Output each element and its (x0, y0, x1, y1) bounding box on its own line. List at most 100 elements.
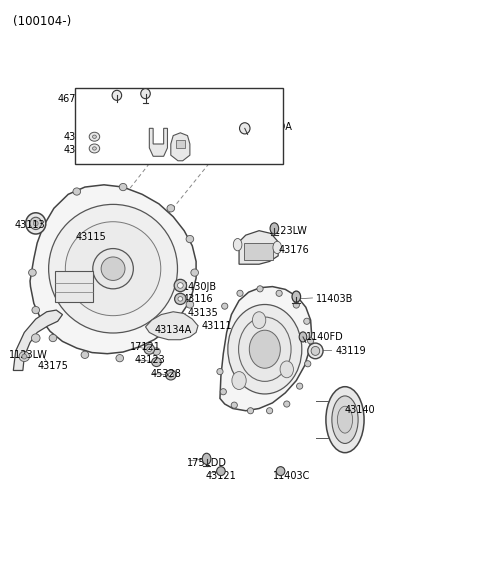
Ellipse shape (247, 407, 253, 414)
Ellipse shape (81, 351, 89, 359)
Ellipse shape (19, 351, 30, 361)
Text: 1430JB: 1430JB (183, 282, 217, 292)
Text: 43175: 43175 (37, 361, 68, 371)
Ellipse shape (174, 329, 182, 336)
Ellipse shape (34, 221, 38, 226)
Ellipse shape (308, 343, 323, 359)
Ellipse shape (119, 183, 127, 191)
Ellipse shape (191, 269, 199, 277)
Ellipse shape (65, 222, 161, 316)
Ellipse shape (233, 238, 242, 251)
FancyBboxPatch shape (75, 88, 283, 164)
Ellipse shape (202, 453, 211, 464)
Ellipse shape (305, 361, 311, 367)
Text: 45328: 45328 (150, 369, 181, 379)
Ellipse shape (152, 357, 161, 366)
Ellipse shape (93, 147, 96, 150)
Ellipse shape (270, 223, 279, 234)
FancyBboxPatch shape (244, 243, 274, 260)
Ellipse shape (299, 332, 307, 342)
Text: 46755E: 46755E (57, 94, 95, 105)
Text: 17121: 17121 (130, 342, 161, 352)
Ellipse shape (239, 317, 291, 382)
Ellipse shape (293, 302, 300, 308)
Ellipse shape (252, 312, 266, 329)
Polygon shape (149, 128, 168, 156)
Text: 43134A: 43134A (154, 325, 192, 334)
Ellipse shape (32, 306, 39, 314)
Ellipse shape (216, 466, 225, 475)
Ellipse shape (249, 330, 280, 368)
Polygon shape (13, 310, 62, 370)
Polygon shape (171, 133, 190, 161)
Ellipse shape (284, 401, 290, 407)
Text: (100104-): (100104-) (13, 15, 72, 28)
Ellipse shape (153, 348, 160, 355)
Ellipse shape (166, 370, 176, 380)
Ellipse shape (178, 297, 183, 301)
Ellipse shape (220, 389, 227, 395)
Text: 1140FD: 1140FD (306, 332, 344, 342)
Polygon shape (145, 312, 198, 339)
Ellipse shape (167, 205, 175, 212)
Ellipse shape (276, 290, 282, 296)
Text: 1125DA: 1125DA (254, 122, 293, 132)
Ellipse shape (231, 402, 238, 408)
Text: 11403C: 11403C (274, 470, 311, 481)
Text: 43116: 43116 (183, 294, 213, 305)
Ellipse shape (237, 290, 243, 296)
Ellipse shape (232, 371, 246, 389)
Text: 43714B: 43714B (63, 132, 101, 142)
Ellipse shape (48, 205, 178, 333)
Ellipse shape (273, 241, 281, 253)
Text: 43838: 43838 (63, 144, 94, 155)
Polygon shape (239, 230, 278, 264)
Ellipse shape (22, 354, 27, 359)
Text: 43111: 43111 (202, 321, 232, 331)
Ellipse shape (276, 466, 285, 475)
Ellipse shape (217, 369, 223, 375)
Ellipse shape (73, 188, 81, 195)
Ellipse shape (178, 283, 183, 288)
Ellipse shape (240, 123, 250, 134)
Text: 1123LW: 1123LW (269, 226, 308, 235)
Ellipse shape (186, 301, 194, 308)
Ellipse shape (308, 338, 314, 344)
Text: 43135: 43135 (188, 308, 218, 318)
Ellipse shape (304, 318, 310, 324)
Text: 43123: 43123 (135, 355, 166, 365)
Polygon shape (176, 139, 185, 148)
Text: 1123LW: 1123LW (9, 350, 48, 360)
Ellipse shape (174, 279, 187, 292)
Ellipse shape (326, 387, 364, 452)
Text: 43119: 43119 (336, 346, 366, 356)
Ellipse shape (186, 235, 194, 243)
Ellipse shape (49, 334, 57, 342)
Ellipse shape (337, 406, 353, 433)
Ellipse shape (32, 334, 40, 342)
Ellipse shape (222, 303, 228, 309)
Ellipse shape (89, 144, 100, 153)
Ellipse shape (168, 373, 173, 377)
Ellipse shape (332, 396, 358, 443)
Polygon shape (30, 185, 196, 353)
Ellipse shape (297, 383, 303, 389)
Ellipse shape (26, 213, 46, 234)
Ellipse shape (257, 285, 263, 292)
Polygon shape (220, 287, 312, 411)
Ellipse shape (141, 89, 150, 99)
Ellipse shape (175, 293, 186, 305)
Ellipse shape (228, 305, 302, 394)
Ellipse shape (93, 135, 96, 138)
Text: 43929: 43929 (142, 112, 173, 122)
Text: 43113: 43113 (15, 220, 46, 230)
Text: 1751DD: 1751DD (187, 457, 227, 468)
Ellipse shape (116, 355, 123, 362)
Ellipse shape (280, 361, 293, 378)
Text: 43115: 43115 (75, 232, 106, 242)
Text: 43140: 43140 (345, 405, 376, 415)
Text: 43121: 43121 (205, 470, 236, 481)
FancyBboxPatch shape (55, 271, 93, 302)
Text: 11403B: 11403B (316, 294, 354, 304)
Ellipse shape (311, 346, 320, 355)
